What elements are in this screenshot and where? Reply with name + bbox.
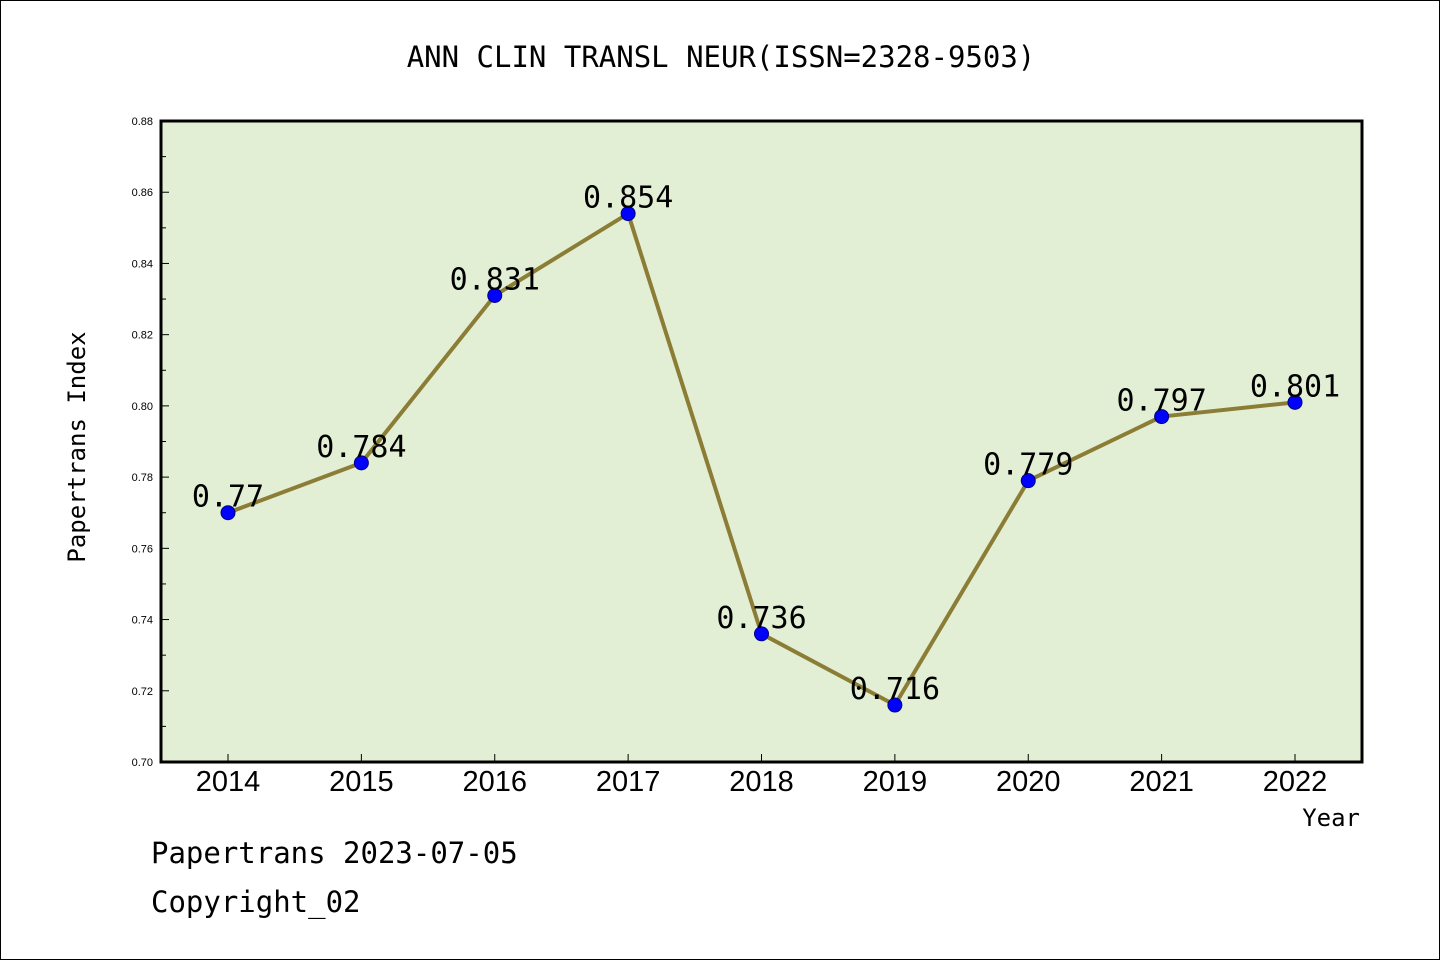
data-label: 0.797 [1116, 384, 1206, 419]
data-label: 0.831 [450, 262, 540, 297]
data-point [220, 505, 236, 521]
data-label: 0.716 [850, 672, 940, 707]
data-label: 0.784 [316, 430, 406, 465]
data-point [1020, 473, 1036, 489]
y-tick-label: 0.78 [132, 472, 153, 484]
y-tick-label: 0.88 [132, 116, 153, 128]
y-tick-label: 0.86 [132, 187, 153, 199]
data-label: 0.779 [983, 448, 1073, 483]
data-label: 0.736 [716, 601, 806, 636]
data-point [754, 626, 769, 642]
data-point [620, 206, 636, 222]
x-tick-label: 2017 [596, 766, 661, 798]
x-tick-label: 2021 [1129, 766, 1194, 798]
chart-title: ANN CLIN TRANSL NEUR(ISSN=2328-9503) [407, 40, 1036, 74]
x-tick-label: 2018 [729, 766, 794, 798]
x-tick-label: 2014 [196, 766, 261, 798]
x-tick-label: 2015 [329, 766, 394, 798]
y-tick-label: 0.72 [132, 686, 153, 698]
data-point [1154, 409, 1170, 425]
data-point [1287, 394, 1303, 410]
data-point [353, 455, 369, 471]
data-label: 0.854 [583, 181, 673, 216]
footer-copyright: Copyright_02 [151, 885, 361, 919]
y-axis-label: Papertrans Index [63, 331, 91, 562]
y-tick-label: 0.70 [132, 757, 153, 769]
y-tick-label: 0.76 [132, 543, 153, 555]
data-point [887, 697, 903, 713]
y-tick-label: 0.74 [132, 615, 153, 627]
footer-date: Papertrans 2023-07-05 [151, 836, 518, 870]
y-tick-label: 0.80 [132, 401, 153, 413]
x-tick-label: 2020 [996, 766, 1061, 798]
y-axis-ticks: 0.70 0.72 0.74 0.76 0.78 0.80 0.82 0.84 0.86 0.88 [132, 116, 169, 769]
data-label: 0.77 [192, 480, 264, 515]
y-tick-label: 0.82 [132, 330, 153, 342]
x-tick-label: 2022 [1263, 766, 1328, 798]
x-tick-label: 2019 [863, 766, 928, 798]
data-point [487, 287, 503, 303]
x-tick-label: 2016 [462, 766, 527, 798]
plot-area [159, 119, 1364, 764]
y-tick-label: 0.84 [132, 258, 153, 270]
x-axis-label: Year [1302, 804, 1360, 832]
series-layer: 0.77 0.784 0.831 0.854 0.736 0.716 0.779 0.797 0… [192, 181, 1340, 713]
x-axis-ticks: 2014 2015 2016 2017 2018 2019 2020 2021 2022 [196, 754, 1328, 798]
data-label: 0.801 [1250, 369, 1340, 404]
